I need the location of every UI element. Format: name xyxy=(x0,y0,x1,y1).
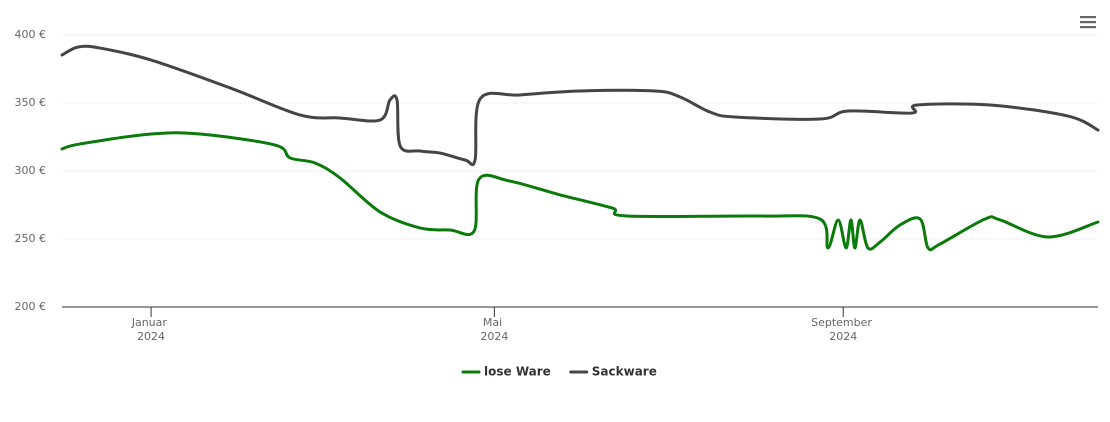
legend-label: Sackware xyxy=(592,365,657,379)
menu-bar xyxy=(1080,16,1096,19)
menu-bar xyxy=(1080,21,1096,24)
x-tick-label: Mai 2024 xyxy=(480,316,508,343)
series-line xyxy=(60,131,1100,252)
y-tick-label: 250 € xyxy=(15,232,47,245)
y-tick-label: 200 € xyxy=(15,300,47,313)
legend-item[interactable]: lose Ware xyxy=(461,365,551,379)
y-tick-label: 350 € xyxy=(15,96,47,109)
menu-bar xyxy=(1080,26,1096,29)
x-tick-label: Januar 2024 xyxy=(131,316,171,343)
series-line xyxy=(60,44,1100,167)
y-tick-label: 300 € xyxy=(15,164,47,177)
legend-label: lose Ware xyxy=(484,365,551,379)
y-tick-label: 400 € xyxy=(15,28,47,41)
menu-button[interactable] xyxy=(1080,16,1096,29)
x-tick-label: September 2024 xyxy=(811,316,875,343)
legend-item[interactable]: Sackware xyxy=(569,365,657,379)
legend: lose Ware Sackware xyxy=(461,365,657,379)
